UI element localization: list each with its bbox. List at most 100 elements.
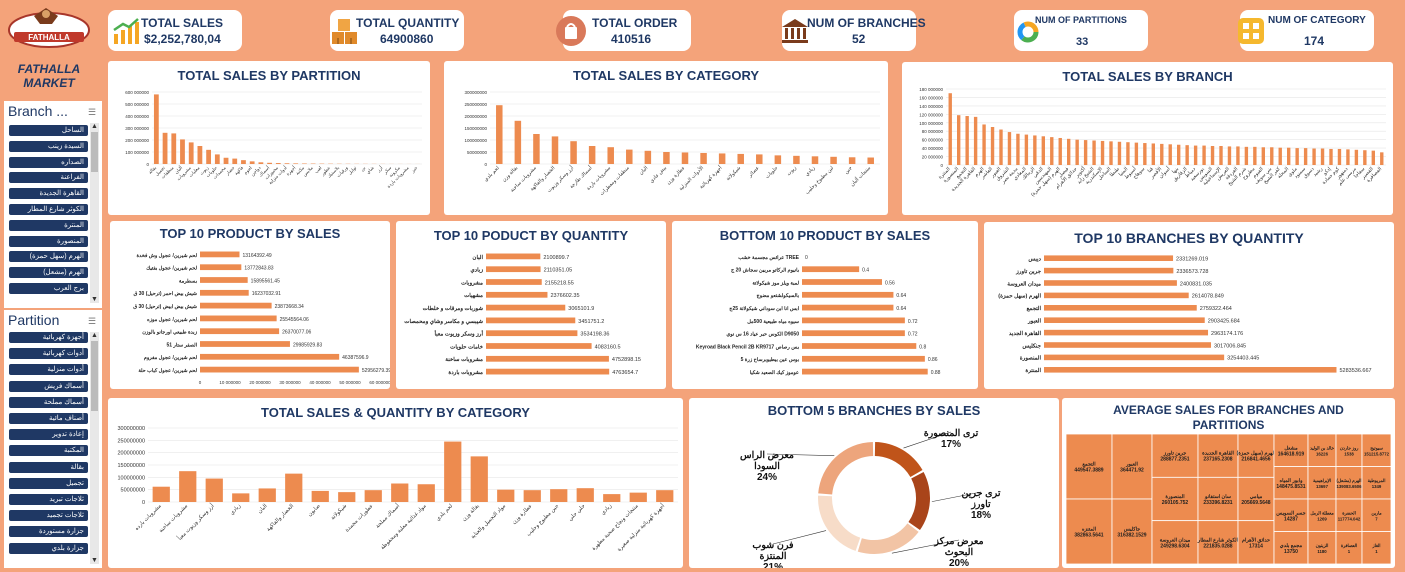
- partition-scrollbar[interactable]: ▲ ▼: [90, 332, 99, 564]
- data-label: 0.56: [885, 280, 895, 286]
- data-label: 2759322.464: [1200, 306, 1232, 312]
- slicer-item[interactable]: ثلاجات تبريد: [9, 494, 88, 505]
- bar: [957, 115, 961, 165]
- slicer-item[interactable]: أسماك مملحة: [9, 396, 88, 408]
- category-label: مشروبات ساخنة: [445, 356, 483, 363]
- data-label: 16237032.91: [252, 291, 281, 297]
- slicer-item[interactable]: المكتبة: [9, 445, 88, 457]
- bar: [206, 149, 212, 164]
- slicer-item[interactable]: المنترة: [9, 219, 88, 231]
- branch-slicer[interactable]: Branch ... ☰ الساحل السيدة زينب الصداره الف…: [4, 101, 102, 308]
- x-tick-label: 50 000000: [339, 380, 361, 385]
- treemap-cell-value: 221835.0288: [1203, 543, 1232, 549]
- treemap-cell-value: 249298.6304: [1160, 543, 1189, 549]
- bar: [200, 315, 277, 322]
- slicer-item[interactable]: الهرم (سهل حمزة): [9, 251, 88, 263]
- y-tick-label: 300000000: [464, 90, 487, 95]
- slicer-item[interactable]: الهرم (مشعل): [9, 267, 88, 279]
- category-label: عوموز كيك الصعيد شكيا: [750, 370, 799, 376]
- slicer-item[interactable]: المنصورة: [9, 235, 88, 247]
- bar: [162, 132, 168, 164]
- branch-scrollbar[interactable]: ▲ ▼: [90, 123, 99, 303]
- treemap-cell-name: سيوتيج: [1370, 445, 1383, 451]
- category-label: جرين تاورز: [1015, 268, 1041, 275]
- bar: [1044, 292, 1189, 299]
- y-tick-label: 200000000: [464, 114, 487, 119]
- treemap-cell-name: الغاز: [1372, 543, 1381, 549]
- scroll-down-icon[interactable]: ▼: [91, 557, 98, 564]
- slicer-item[interactable]: الكوثر شارع المطار: [9, 204, 88, 215]
- scroll-thumb[interactable]: [91, 341, 98, 411]
- slicer-item[interactable]: أسماك فريش: [9, 380, 88, 392]
- slicer-item[interactable]: الصداره: [9, 156, 88, 168]
- slicer-item[interactable]: أدوات منزلية: [9, 364, 88, 376]
- bar: [275, 163, 281, 164]
- slicer-item[interactable]: الفراعنة: [9, 172, 88, 184]
- slicer-item[interactable]: القاهرة الجديدة: [9, 188, 88, 200]
- bar: [1143, 143, 1147, 165]
- bar: [200, 353, 340, 360]
- slicer-item[interactable]: السيدة زينب: [9, 140, 88, 152]
- scroll-thumb[interactable]: [91, 132, 98, 172]
- bar: [200, 251, 240, 258]
- treemap-cell-value: 1: [1348, 549, 1351, 554]
- slicer-item[interactable]: أدوات كهربائية: [9, 348, 88, 360]
- scroll-up-icon[interactable]: ▲: [91, 123, 98, 130]
- treemap-cell: [1307, 498, 1337, 532]
- bar: [232, 158, 238, 164]
- panel-sales-by-category: TOTAL SALES BY CATEGORY 0 50000000 1000000…: [444, 61, 888, 215]
- bar: [232, 493, 250, 502]
- treemap-cell-name: القاهرة الجديدة: [1202, 451, 1234, 457]
- slicer-item[interactable]: ثلاجات تجميد: [9, 510, 88, 522]
- bar: [214, 154, 220, 164]
- slicer-item[interactable]: جزارة بلدي: [9, 542, 88, 554]
- treemap-cell: [1065, 433, 1113, 500]
- x-tick-label: مواد غذائية معلبة ومحفوظة: [379, 502, 428, 551]
- bar: [391, 483, 409, 502]
- slicer-item[interactable]: أجهزة كهربائية: [9, 332, 88, 343]
- slicer-item[interactable]: الساحل: [9, 125, 88, 136]
- slicer-item[interactable]: إعادة تدوير: [9, 429, 88, 441]
- bar: [1044, 280, 1177, 286]
- chart-title: BOTTOM 5 BRANCHES BY SALES: [767, 403, 981, 418]
- treemap-cell-value: 316382.1529: [1117, 533, 1146, 539]
- bar: [1117, 141, 1122, 165]
- treemap-cell: [1335, 498, 1363, 532]
- category-label: العبور: [1027, 317, 1041, 324]
- scroll-down-icon[interactable]: ▼: [91, 296, 98, 303]
- treemap-cell: [1361, 466, 1392, 500]
- slicer-item[interactable]: جزارة مستوردة: [9, 526, 88, 538]
- bar: [311, 490, 329, 502]
- bar: [497, 489, 515, 502]
- bar: [486, 253, 541, 260]
- partition-slicer[interactable]: Partition ☰ أجهزة كهربائية أدوات كهربائية…: [4, 310, 102, 568]
- data-label: 15895561.45: [251, 278, 280, 284]
- data-label: 0.86: [928, 357, 938, 363]
- slicer-item[interactable]: بقالة: [9, 461, 88, 473]
- y-tick-label: 250000000: [117, 438, 145, 444]
- category-label: بوس عين بيطيوبرساح زرة 5: [741, 357, 800, 363]
- treemap-cell-value: 139083.6506: [1336, 484, 1362, 489]
- clear-filter-icon[interactable]: ☰: [88, 107, 97, 117]
- treemap-cell-value: 1180: [1317, 549, 1327, 554]
- chart-title: TOP 10 PODUCT BY QUANTITY: [433, 228, 629, 243]
- panel-sales-qty-by-category: TOTAL SALES & QUANTITY BY CATEGORY 0 5000…: [108, 398, 683, 568]
- slice-label: معرض مركز: [933, 536, 983, 547]
- slicer-item[interactable]: تجميل: [9, 477, 88, 489]
- slicer-item[interactable]: أصناف مائية: [9, 413, 88, 424]
- data-label: 3065101.9: [568, 306, 594, 312]
- x-tick-label: قنا: [1147, 166, 1156, 175]
- bar: [802, 279, 882, 285]
- clear-filter-icon[interactable]: ☰: [88, 316, 97, 326]
- y-tick-label: 100000000: [464, 138, 487, 143]
- bar: [1312, 148, 1316, 165]
- category-label: القاهرة الجديد: [1009, 330, 1042, 337]
- x-tick-label: إدكو: [1321, 166, 1332, 177]
- kpi-label: NUM OF BRANCHES: [807, 16, 926, 30]
- treemap-cell-name: المنصورة: [1165, 494, 1185, 500]
- data-label: 2336573.728: [1176, 269, 1208, 275]
- scroll-up-icon[interactable]: ▲: [91, 332, 98, 339]
- leader-line: [903, 431, 952, 449]
- bar: [200, 264, 242, 271]
- slicer-item[interactable]: برج العرب: [9, 283, 88, 294]
